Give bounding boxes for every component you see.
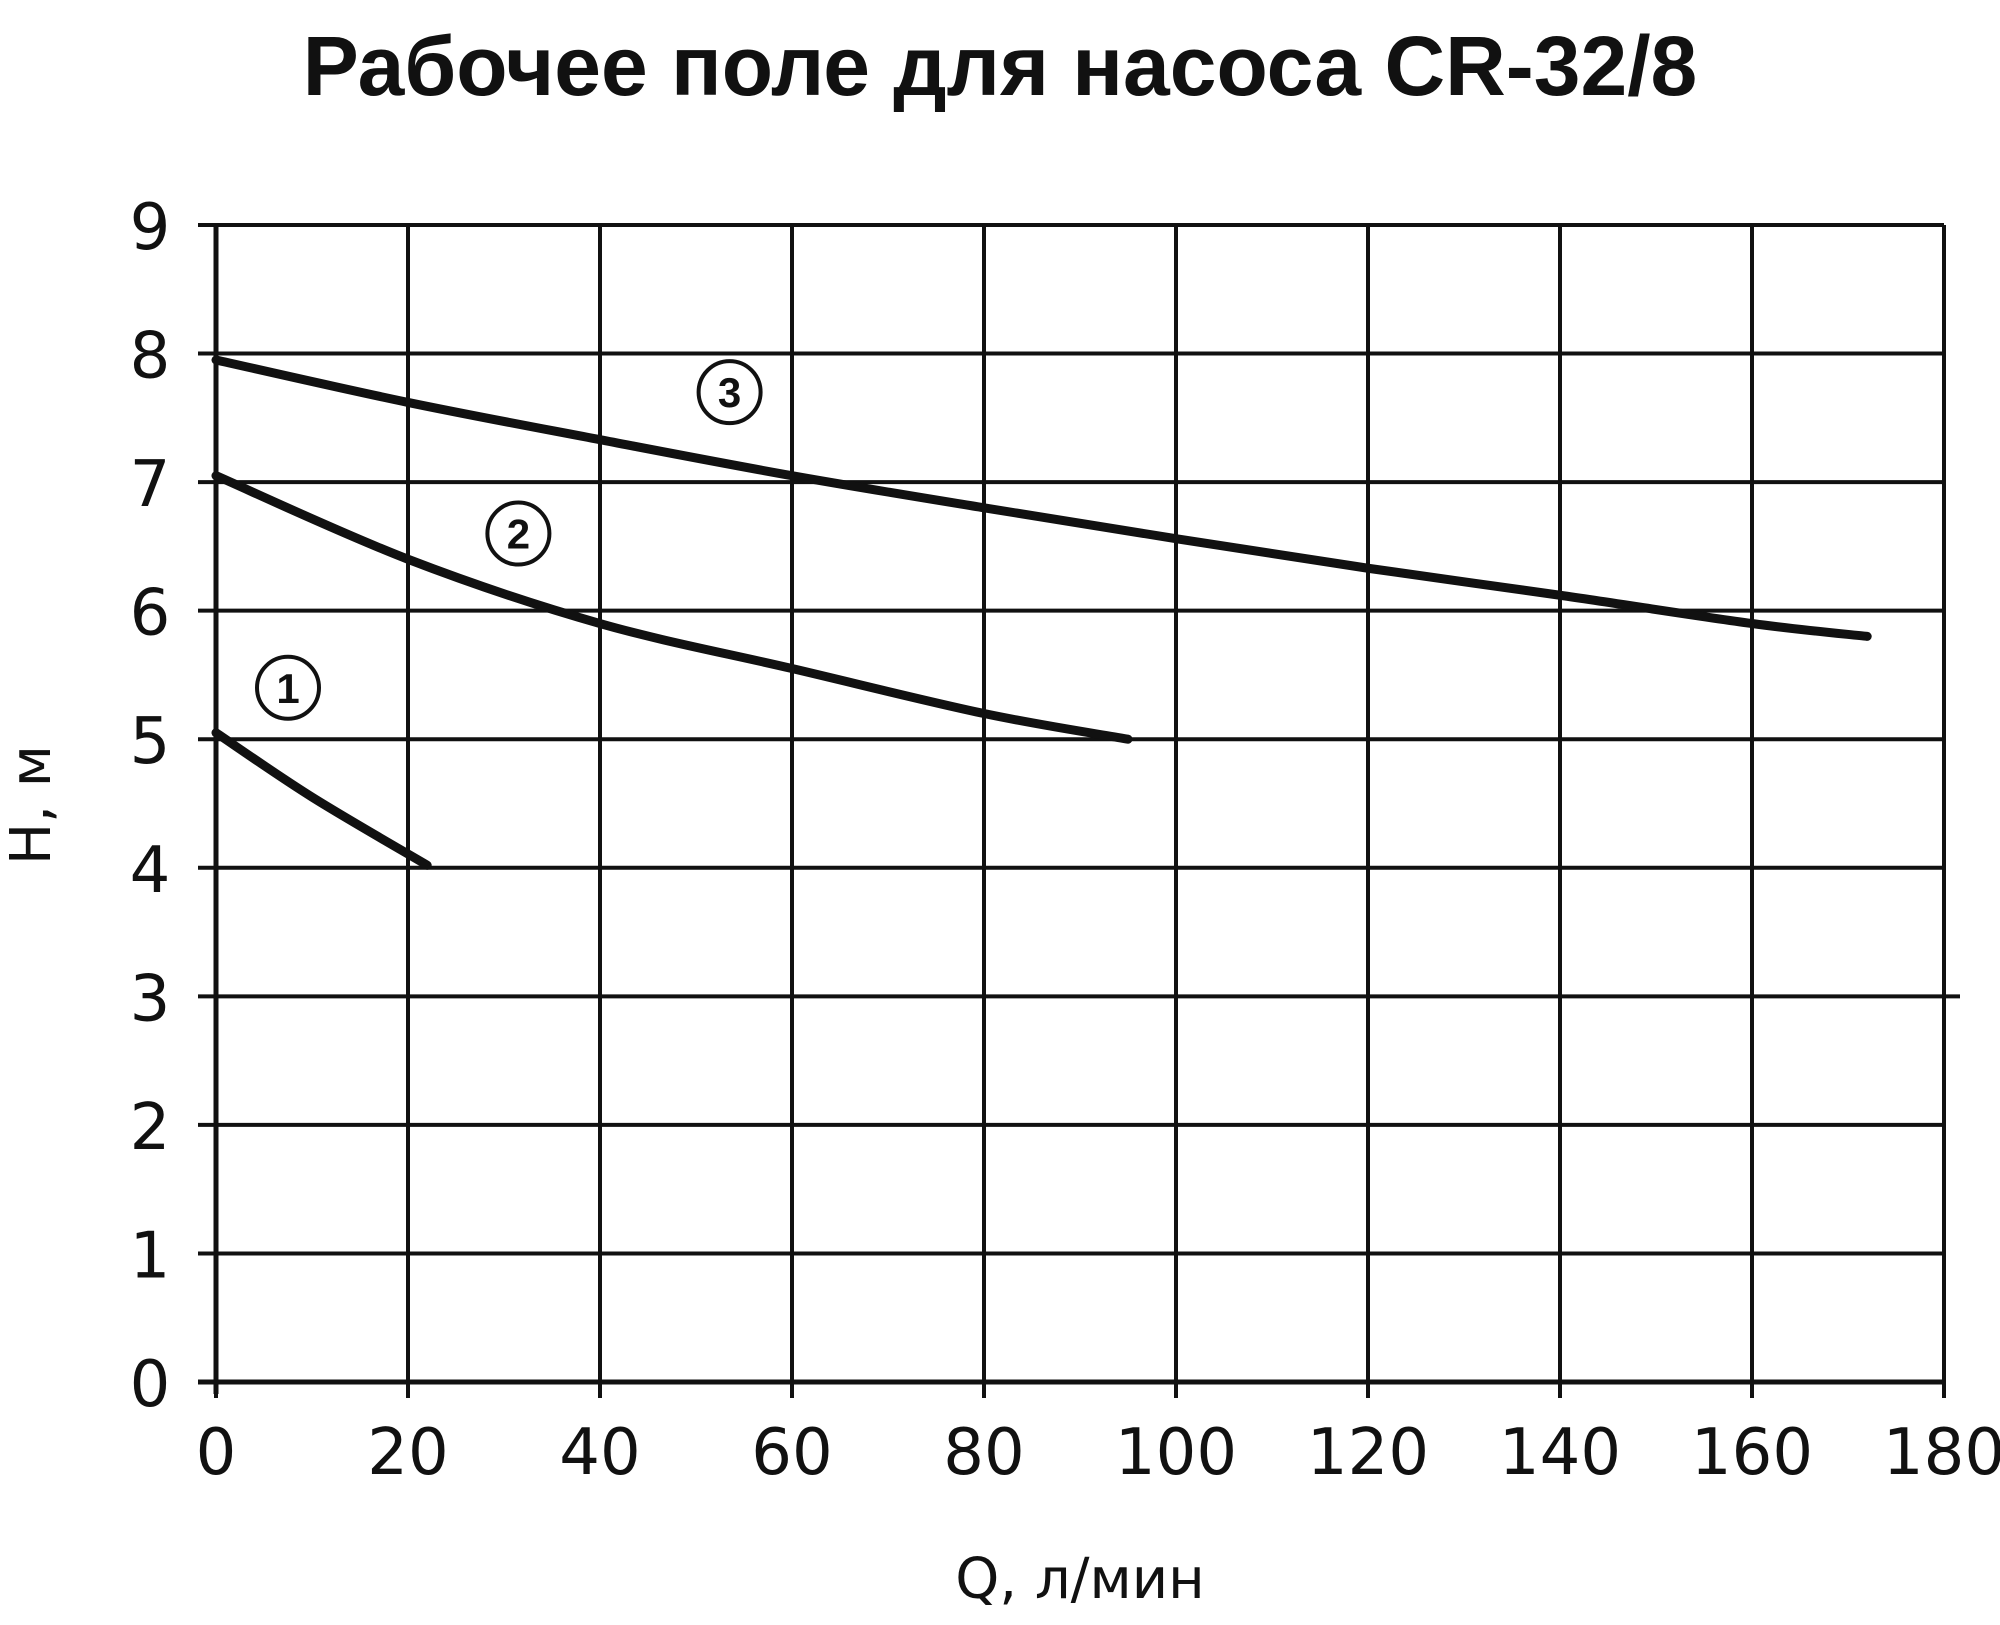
x-tick-label: 120 xyxy=(1307,1416,1429,1490)
y-tick-label: 9 xyxy=(130,191,171,265)
y-tick-label: 6 xyxy=(130,577,171,651)
y-tick-label: 0 xyxy=(130,1348,171,1422)
series-line-3 xyxy=(211,355,1872,641)
x-tick-label: 100 xyxy=(1115,1416,1237,1490)
y-tick-label: 1 xyxy=(130,1219,171,1293)
y-tick-label: 2 xyxy=(130,1091,171,1165)
x-tick-label: 40 xyxy=(559,1416,640,1490)
x-axis-label: Q, л/мин xyxy=(955,1547,1205,1612)
series-line-2 xyxy=(211,471,1133,744)
y-tick-label: 7 xyxy=(130,448,171,522)
series-lines xyxy=(211,355,1872,870)
y-tick-label: 4 xyxy=(130,834,171,908)
x-tick-label: 180 xyxy=(1883,1416,2000,1490)
y-tick-label: 8 xyxy=(130,320,171,394)
series-label-circle xyxy=(696,359,763,426)
series-label-text: 3 xyxy=(718,369,741,416)
series-labels: 1 2 3 xyxy=(255,359,763,721)
grid xyxy=(198,223,1960,1382)
series-label-text: 2 xyxy=(507,511,530,558)
y-tick-label: 3 xyxy=(130,962,171,1036)
x-tick-label: 160 xyxy=(1691,1416,1813,1490)
y-tick-label: 5 xyxy=(130,705,171,779)
series-label-circle xyxy=(485,500,552,567)
series-label-circle xyxy=(255,654,321,721)
series-line-1 xyxy=(211,728,432,870)
x-tick-label: 20 xyxy=(367,1416,448,1490)
x-tick-label: 0 xyxy=(196,1416,237,1490)
tick-labels: 0 20 40 60 80 100 120 140 160 180 0 1 2 3 4 5 6 7 8 9 xyxy=(130,191,2000,1490)
x-tick-label: 80 xyxy=(943,1416,1024,1490)
x-tick-label: 60 xyxy=(751,1416,832,1490)
y-axis-label: H, м xyxy=(0,745,64,865)
axes xyxy=(198,223,1946,1398)
chart-title: Рабочее поле для насоса CR-32/8 xyxy=(302,19,1698,113)
x-tick-label: 140 xyxy=(1499,1416,1621,1490)
series-label-text: 1 xyxy=(276,665,299,712)
